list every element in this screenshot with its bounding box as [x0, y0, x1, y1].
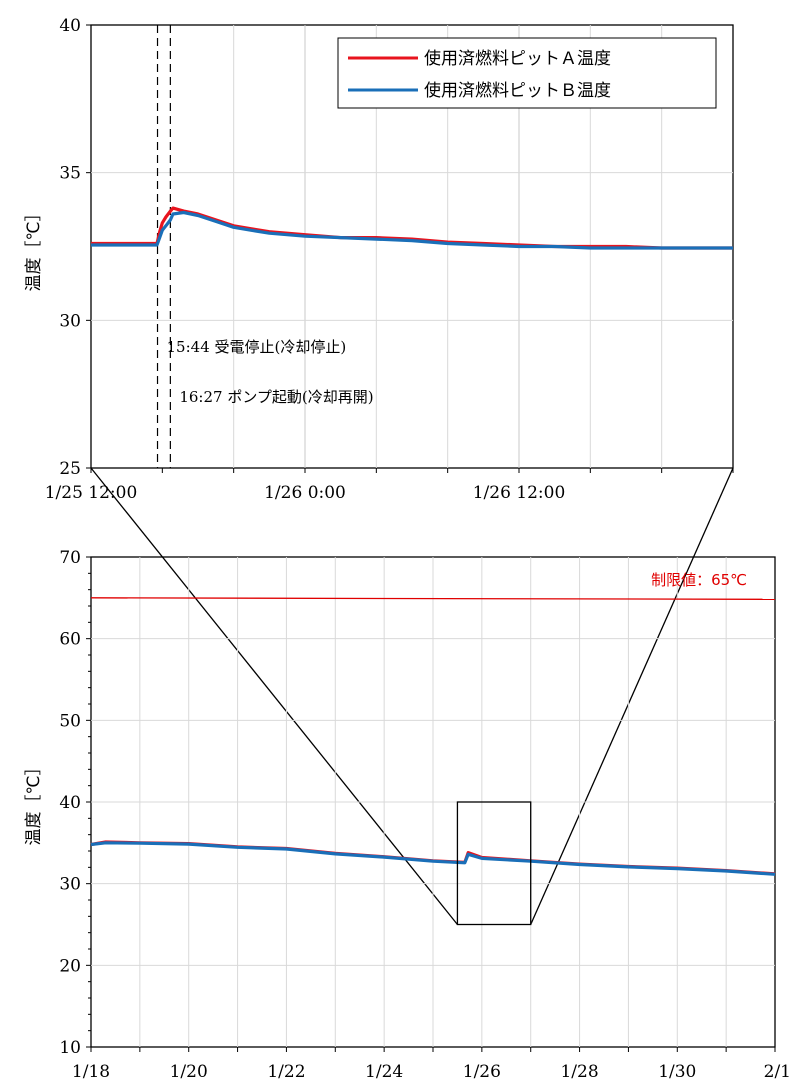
connector-right: [530, 467, 734, 925]
overview-x-tick-label: 1/24: [365, 1062, 403, 1082]
zoom-x-tick-label: 1/26 0:00: [264, 483, 346, 503]
zoom-x-tick-label: 1/26 12:00: [473, 483, 566, 503]
overview-x-tick-label: 2/1: [764, 1062, 791, 1082]
overview-y-tick-label: 50: [59, 711, 81, 731]
overview-y-tick-label: 30: [59, 875, 81, 895]
overview-x-tick-label: 1/18: [72, 1062, 110, 1082]
event-annotation: 15:44 受電停止(冷却停止): [167, 338, 347, 356]
zoom-chart: 15:44 受電停止(冷却停止) 16:27 ポンプ起動(冷却再開) 25 30 35…: [24, 16, 734, 503]
overview-chart: 制限値：65℃ 10 20 30 40 50 60 70 1/18 1/20 1/22 1/24 1…: [24, 548, 791, 1082]
zoom-x-tick-label: 1/25 12:00: [45, 483, 138, 503]
event-annotation: 16:27 ポンプ起動(冷却再開): [179, 388, 373, 406]
overview-y-tick-label: 70: [59, 548, 81, 568]
zoom-y-tick-label: 40: [59, 16, 81, 36]
zoom-y-tick-label: 25: [59, 459, 81, 479]
legend-box: [337, 37, 717, 109]
overview-x-tick-label: 1/22: [267, 1062, 305, 1082]
zoom-y-tick-label: 35: [59, 164, 81, 184]
legend-label-b: 使用済燃料ピットＢ温度: [424, 80, 611, 101]
overview-y-tick-label: 60: [59, 630, 81, 650]
overview-y-axis-label: 温度［℃］: [24, 758, 44, 845]
overview-x-tick-label: 1/26: [463, 1062, 501, 1082]
connector-left: [90, 467, 458, 925]
legend-label-a: 使用済燃料ピットＡ温度: [424, 48, 611, 69]
zoom-y-tick-label: 30: [59, 311, 81, 331]
overview-y-tick-label: 20: [59, 956, 81, 976]
limit-label: 制限値：65℃: [651, 571, 747, 589]
legend: 使用済燃料ピットＡ温度 使用済燃料ピットＢ温度: [337, 37, 717, 109]
series-line-b: [90, 841, 776, 876]
zoom-connectors: [90, 467, 734, 925]
zoom-y-axis-label: 温度［℃］: [24, 204, 44, 291]
overview-x-tick-label: 1/20: [170, 1062, 208, 1082]
zoom-region-box: [456, 801, 532, 926]
overview-y-tick-label: 10: [59, 1038, 81, 1058]
overview-x-tick-label: 1/28: [560, 1062, 598, 1082]
overview-x-tick-label: 1/30: [658, 1062, 696, 1082]
series-line-b: [91, 210, 733, 250]
overview-y-tick-label: 40: [59, 793, 81, 813]
limit-line: [90, 597, 776, 600]
